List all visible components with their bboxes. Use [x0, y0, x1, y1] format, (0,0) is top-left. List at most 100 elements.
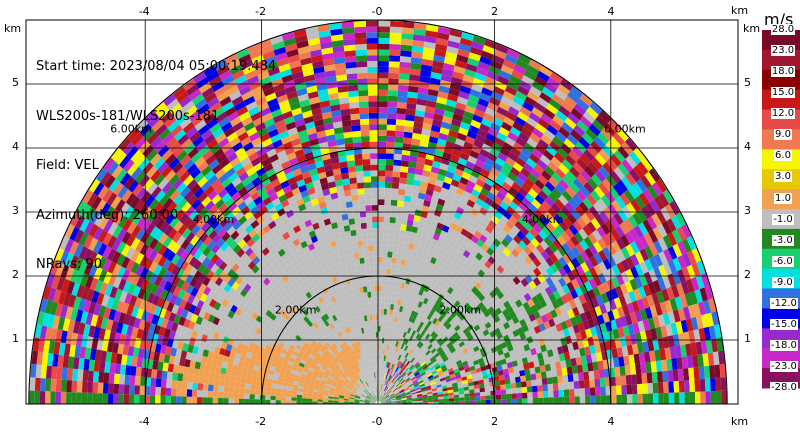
- velocity-gate: [441, 68, 454, 77]
- velocity-gate: [418, 350, 424, 357]
- velocity-gate: [380, 399, 386, 403]
- velocity-gate: [483, 378, 490, 384]
- velocity-gate: [415, 162, 425, 170]
- velocity-gate: [251, 176, 262, 187]
- velocity-gate: [216, 295, 225, 305]
- velocity-gate: [422, 169, 431, 178]
- velocity-gate: [302, 286, 309, 295]
- velocity-gate: [673, 380, 680, 393]
- velocity-gate: [228, 201, 238, 212]
- velocity-gate: [334, 209, 342, 217]
- velocity-gate: [343, 248, 350, 256]
- velocity-gate: [537, 307, 546, 317]
- velocity-gate: [589, 344, 596, 355]
- velocity-gate: [157, 106, 170, 120]
- velocity-gate: [392, 171, 401, 178]
- velocity-gate: [301, 344, 308, 351]
- velocity-gate: [353, 376, 358, 382]
- velocity-gate: [536, 331, 544, 340]
- velocity-gate: [438, 235, 446, 244]
- velocity-gate: [167, 120, 180, 133]
- velocity-gate: [485, 107, 497, 117]
- velocity-gate: [257, 102, 269, 112]
- velocity-gate: [452, 341, 459, 348]
- velocity-gate: [310, 198, 319, 207]
- velocity-gate: [366, 380, 370, 386]
- velocity-gate: [378, 187, 385, 194]
- velocity-gate: [445, 195, 454, 204]
- velocity-gate: [562, 284, 571, 295]
- velocity-gate: [288, 298, 296, 307]
- velocity-gate: [504, 378, 511, 385]
- velocity-gate: [366, 374, 370, 380]
- velocity-gate: [475, 197, 485, 207]
- velocity-gate: [401, 397, 407, 400]
- velocity-gate: [352, 270, 358, 277]
- velocity-gate: [444, 375, 451, 380]
- velocity-gate: [357, 72, 368, 79]
- velocity-gate: [437, 286, 444, 294]
- velocity-gate: [298, 321, 305, 329]
- velocity-gate: [308, 43, 322, 52]
- velocity-gate: [347, 160, 356, 167]
- velocity-gate: [381, 274, 387, 281]
- velocity-gate: [344, 369, 350, 375]
- velocity-gate: [580, 330, 588, 340]
- velocity-gate: [362, 153, 371, 160]
- velocity-gate: [337, 311, 343, 319]
- velocity-gate: [410, 336, 416, 343]
- velocity-gate: [214, 267, 223, 277]
- velocity-gate: [625, 374, 632, 385]
- velocity-gate: [672, 309, 681, 323]
- velocity-gate: [306, 347, 313, 354]
- velocity-gate: [275, 265, 283, 274]
- velocity-gate: [597, 131, 610, 145]
- velocity-gate: [382, 391, 386, 397]
- velocity-gate: [441, 385, 448, 389]
- velocity-gate: [336, 80, 348, 88]
- velocity-gate: [276, 313, 284, 321]
- velocity-gate: [334, 179, 343, 187]
- velocity-gate: [471, 188, 481, 198]
- velocity-gate: [144, 110, 158, 124]
- velocity-gate: [394, 365, 398, 372]
- velocity-gate: [380, 308, 384, 315]
- velocity-gate: [550, 309, 558, 319]
- velocity-gate: [454, 264, 462, 273]
- velocity-gate: [662, 275, 672, 289]
- velocity-gate: [479, 148, 490, 158]
- velocity-gate: [439, 351, 446, 358]
- velocity-gate: [395, 393, 401, 397]
- velocity-gate: [290, 162, 300, 172]
- velocity-gate: [452, 331, 459, 339]
- velocity-gate: [414, 287, 421, 295]
- velocity-gate: [519, 295, 528, 305]
- velocity-gate: [110, 195, 122, 209]
- velocity-gate: [512, 276, 521, 285]
- velocity-gate: [368, 367, 371, 374]
- velocity-gate: [421, 337, 427, 345]
- velocity-gate: [360, 124, 370, 131]
- velocity-gate: [312, 240, 320, 249]
- velocity-gate: [389, 280, 394, 287]
- velocity-gate: [206, 70, 220, 82]
- velocity-gate: [403, 131, 413, 139]
- velocity-gate: [438, 348, 444, 355]
- velocity-gate: [363, 382, 368, 388]
- velocity-gate: [588, 278, 598, 289]
- velocity-gate: [519, 369, 526, 377]
- velocity-gate: [449, 203, 458, 212]
- velocity-gate: [378, 170, 386, 177]
- velocity-gate: [390, 363, 395, 370]
- velocity-gate: [526, 321, 534, 331]
- velocity-gate: [302, 301, 309, 309]
- velocity-gate: [153, 101, 167, 115]
- velocity-gate: [358, 328, 363, 335]
- velocity-gate: [484, 260, 493, 269]
- velocity-gate: [278, 301, 286, 310]
- velocity-gate: [594, 305, 603, 317]
- velocity-gate: [218, 203, 228, 214]
- velocity-gate: [638, 222, 649, 236]
- velocity-gate: [395, 340, 399, 347]
- velocity-gate: [543, 357, 550, 365]
